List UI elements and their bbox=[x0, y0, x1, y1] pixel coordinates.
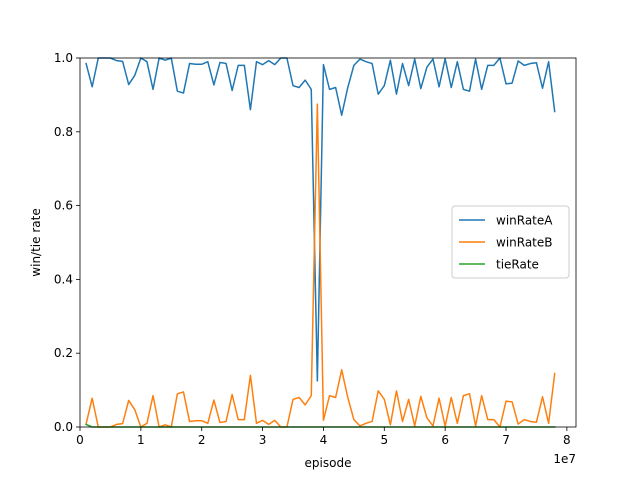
series-line-winRateB bbox=[85, 103, 556, 428]
legend-label-winRateB: winRateB bbox=[496, 236, 553, 250]
y-tick-label: 0.0 bbox=[54, 420, 73, 434]
y-axis-label: win/tie rate bbox=[29, 208, 43, 276]
legend-label-tieRate: tieRate bbox=[496, 258, 539, 272]
series-line-winRateA bbox=[85, 57, 556, 382]
axes-layer: 0 1 2 3 4 5 6 7 8 0.0 0.2 0.4 0.6 0.8 1.0 bbox=[54, 51, 577, 447]
x-tick-label: 6 bbox=[441, 433, 449, 447]
x-axis-offset-label: 1e7 bbox=[553, 452, 576, 466]
x-tick-label: 4 bbox=[320, 433, 328, 447]
x-axis-label: episode bbox=[305, 456, 352, 470]
x-tick-label: 2 bbox=[198, 433, 206, 447]
y-tick-label: 0.8 bbox=[54, 125, 73, 139]
x-tick-label: 3 bbox=[259, 433, 267, 447]
y-tick-label: 0.4 bbox=[54, 272, 73, 286]
plot-frame bbox=[79, 57, 577, 428]
y-tick-label: 0.2 bbox=[54, 346, 73, 360]
y-tick-label: 0.6 bbox=[54, 199, 73, 213]
x-tick-label: 1 bbox=[137, 433, 145, 447]
legend-label-winRateA: winRateA bbox=[496, 214, 553, 228]
x-tick-label: 7 bbox=[502, 433, 510, 447]
y-tick-label: 1.0 bbox=[54, 51, 73, 65]
legend: winRateA winRateB tieRate bbox=[451, 205, 570, 279]
x-tick-label: 5 bbox=[380, 433, 388, 447]
x-tick-label: 0 bbox=[76, 433, 84, 447]
x-tick-label: 8 bbox=[563, 433, 571, 447]
legend-box bbox=[451, 205, 570, 279]
